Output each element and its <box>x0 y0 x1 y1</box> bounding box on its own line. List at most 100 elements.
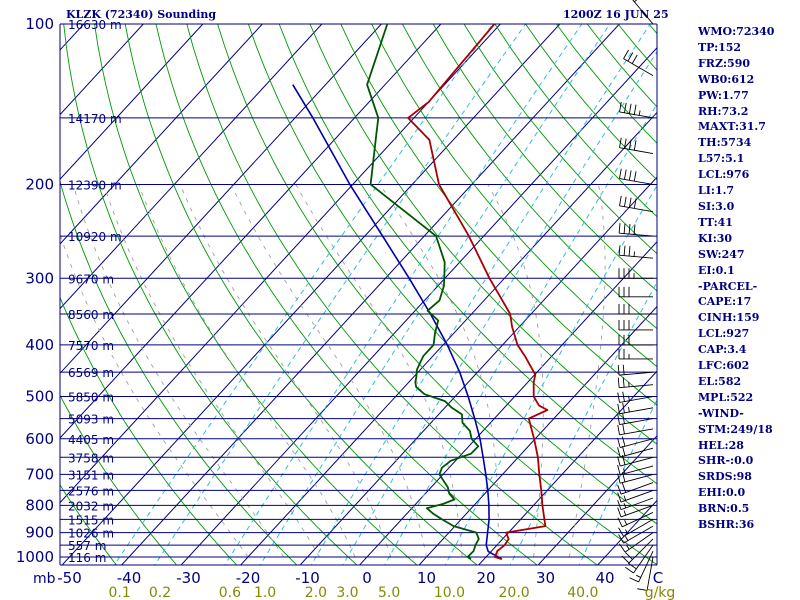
wind-barb <box>618 245 654 259</box>
station-title: KLZK (72340) Sounding <box>66 8 217 21</box>
dry-adiabat <box>309 24 657 445</box>
index-line: TH:5734 <box>698 136 752 150</box>
index-line: -PARCEL- <box>698 279 758 293</box>
barb-feather <box>617 424 620 435</box>
dewpoint-profile <box>366 24 480 560</box>
temperature-tick-label: -40 <box>117 569 142 587</box>
barb-staff <box>624 532 654 553</box>
barb-feather <box>627 52 634 62</box>
temperature-tick-label: -20 <box>236 569 261 587</box>
wind-barb <box>619 102 654 119</box>
barb-feather <box>633 224 636 235</box>
index-line: LCL:976 <box>698 168 750 182</box>
barb-half-feather <box>623 468 626 474</box>
index-line: L57:5.1 <box>698 152 745 166</box>
barb-feather <box>619 137 622 148</box>
mixing-ratio-tick-label: g/kg <box>645 585 676 600</box>
dry-adiabat <box>60 394 178 565</box>
index-line: LI:1.7 <box>698 184 735 198</box>
wind-barb <box>618 518 654 537</box>
pressure-tick-label: 600 <box>25 430 54 448</box>
barb-feather <box>618 527 624 537</box>
temperature-tick-label: -30 <box>176 569 201 587</box>
temperature-tick-label: 20 <box>476 569 495 587</box>
barb-staff <box>619 418 654 425</box>
index-line: CINH:159 <box>698 311 760 325</box>
dry-adiabat <box>0 24 59 568</box>
barb-feather <box>633 198 637 209</box>
pressure-tick-label: 1000 <box>16 548 54 566</box>
height-label: 2032 m <box>68 499 114 513</box>
temperature-tick-label: -50 <box>57 569 82 587</box>
barb-staff <box>620 438 654 448</box>
dry-adiabat <box>463 24 657 255</box>
barb-half-feather <box>623 510 627 516</box>
barb-feather <box>622 413 625 424</box>
mixing-ratio-tick-label: 10.0 <box>434 585 465 600</box>
barb-half-feather <box>636 574 641 578</box>
wind-barb <box>618 223 654 237</box>
dry-adiabat <box>371 24 657 368</box>
wind-barb <box>621 538 654 564</box>
index-line: EI:0.1 <box>698 263 735 277</box>
barb-feather <box>617 500 622 510</box>
height-label: 14170 m <box>68 112 122 126</box>
moist-adiabat <box>487 184 544 558</box>
barb-feather <box>617 437 621 448</box>
height-label: 8560 m <box>68 308 114 322</box>
mixing-ratio-tick-label: 40.0 <box>567 585 598 600</box>
barb-staff <box>620 504 654 518</box>
wind-barb <box>619 532 654 553</box>
barb-staff <box>623 518 654 537</box>
barb-staff <box>632 0 654 25</box>
barb-staff <box>646 556 654 591</box>
index-line: CAP:3.4 <box>698 343 747 357</box>
height-label: 10920 m <box>68 230 122 244</box>
barb-feather <box>618 245 621 256</box>
index-line: RH:73.2 <box>698 104 749 118</box>
barb-feather <box>618 534 624 544</box>
mixing-ratio-line <box>578 398 657 565</box>
wind-barb <box>619 168 654 185</box>
index-line: CAPE:17 <box>698 295 752 309</box>
dry-adiabat <box>278 24 657 485</box>
barb-staff <box>623 58 654 77</box>
temperature-profile <box>407 24 549 560</box>
temperature-tick-label: -10 <box>295 569 320 587</box>
dry-adiabat <box>340 24 657 406</box>
isotherm <box>60 24 263 245</box>
mixing-ratio-tick-label: 20.0 <box>499 585 530 600</box>
moist-adiabat <box>72 184 285 558</box>
isotherm <box>60 24 204 181</box>
barb-feather <box>621 445 626 456</box>
barb-staff <box>619 428 654 436</box>
dry-adiabat <box>247 24 657 525</box>
mixing-ratio-line <box>444 184 657 565</box>
moist-adiabat <box>568 184 606 558</box>
wind-barb <box>617 364 654 376</box>
barb-staff <box>619 232 654 237</box>
mixing-ratio-line <box>310 24 651 565</box>
wind-barb <box>617 445 654 458</box>
dry-adiabats <box>0 24 657 568</box>
wind-barb <box>632 0 654 25</box>
barb-feather <box>621 555 630 564</box>
barb-staff <box>620 456 654 467</box>
barb-feather <box>628 170 632 181</box>
barb-feather <box>617 456 621 467</box>
isotherm <box>358 241 657 565</box>
barb-half-feather <box>624 536 629 541</box>
barb-feather <box>623 49 629 59</box>
mixing-ratio-tick-label: 3.0 <box>336 585 358 600</box>
mixing-ratio-line <box>259 24 611 565</box>
index-line: LFC:602 <box>698 359 750 373</box>
pressure-unit: mb <box>33 571 56 587</box>
height-label: 9670 m <box>68 272 114 286</box>
barb-feather <box>633 104 637 115</box>
barb-feather <box>617 392 620 403</box>
mixing-ratio-tick-label: 1.0 <box>254 585 276 600</box>
barb-feather <box>622 402 625 413</box>
barb-half-feather <box>628 407 630 413</box>
pressure-tick-label: 100 <box>25 15 54 33</box>
wind-barb <box>617 504 654 518</box>
